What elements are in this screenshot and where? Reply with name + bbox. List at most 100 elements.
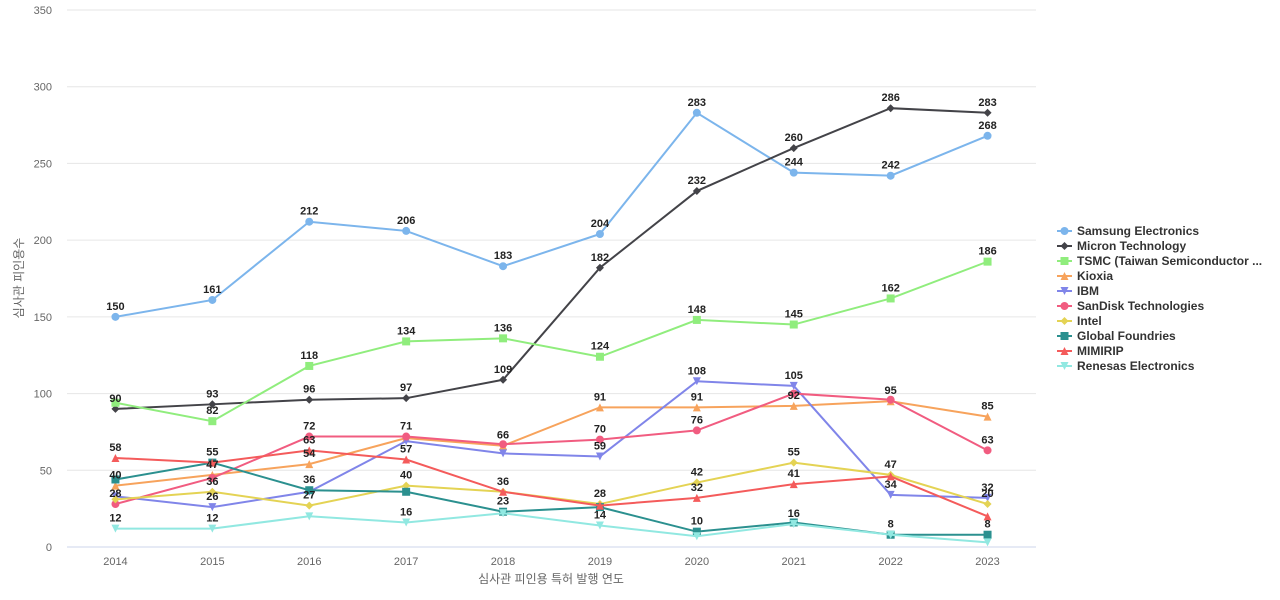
legend-item[interactable]: Micron Technology — [1057, 239, 1186, 253]
data-label: 28 — [109, 488, 121, 500]
data-label: 260 — [785, 132, 803, 144]
data-point — [111, 454, 120, 463]
legend-marker — [1060, 347, 1069, 355]
series-line — [115, 260, 988, 423]
series-line — [115, 380, 988, 509]
data-point — [789, 381, 798, 390]
legend-marker — [1060, 257, 1069, 265]
data-label: 32 — [981, 482, 993, 494]
legend-item[interactable]: Renesas Electronics — [1057, 359, 1195, 373]
legend-item[interactable]: MIMIRIP — [1057, 344, 1124, 358]
data-point — [595, 452, 604, 461]
data-label: 23 — [497, 496, 509, 508]
data-label: 34 — [885, 479, 898, 491]
data-label: 109 — [494, 364, 512, 376]
data-point — [111, 524, 120, 533]
y-tick-label: 200 — [34, 235, 52, 247]
data-point — [692, 403, 701, 412]
data-point — [595, 263, 604, 272]
legend-marker — [1060, 332, 1069, 340]
data-label: 283 — [688, 97, 706, 109]
data-point — [595, 403, 604, 412]
data-point — [789, 401, 798, 410]
data-point — [789, 320, 798, 329]
series-2 — [111, 257, 992, 426]
legend-label: TSMC (Taiwan Semiconductor ... — [1077, 254, 1262, 268]
data-point — [789, 144, 798, 153]
data-label: 42 — [691, 467, 703, 479]
data-point — [499, 334, 508, 343]
data-point — [886, 171, 895, 180]
data-point — [983, 512, 992, 521]
series-8 — [111, 446, 992, 521]
data-label: 161 — [203, 284, 221, 296]
data-label: 26 — [206, 491, 218, 503]
data-point — [789, 480, 798, 489]
data-point — [305, 395, 314, 404]
legend-label: Intel — [1077, 314, 1102, 328]
x-tick-label: 2014 — [103, 556, 127, 568]
y-tick-labels: 0 50 100 150 200 250 300 350 — [34, 5, 52, 554]
legend-label: Renesas Electronics — [1077, 359, 1195, 373]
data-label: 41 — [788, 468, 800, 480]
x-tick-label: 2015 — [200, 556, 224, 568]
legend-item[interactable]: Samsung Electronics — [1057, 224, 1199, 238]
legend-label: Global Foundries — [1077, 329, 1176, 343]
data-label: 28 — [594, 488, 606, 500]
data-label: 47 — [885, 459, 897, 471]
data-label: 76 — [691, 414, 703, 426]
data-label: 134 — [397, 325, 416, 337]
data-point — [305, 217, 314, 226]
legend-item[interactable]: Kioxia — [1057, 269, 1113, 283]
data-label: 283 — [978, 97, 996, 109]
x-axis-title: 심사관 피인용 특허 발행 연도 — [478, 571, 624, 586]
x-tick-label: 2018 — [491, 556, 515, 568]
data-point — [208, 295, 217, 304]
data-point — [789, 168, 798, 177]
legend-label: Micron Technology — [1077, 239, 1186, 253]
legend-marker — [1060, 302, 1069, 310]
data-point — [789, 458, 798, 467]
data-point — [983, 530, 992, 539]
x-tick-labels: 2014 2015 2016 2017 2018 2019 2020 2021 2022 2023 — [103, 556, 1000, 568]
y-tick-label: 100 — [34, 389, 52, 401]
data-label: 182 — [591, 252, 609, 264]
legend-item[interactable]: Global Foundries — [1057, 329, 1176, 343]
data-point — [886, 530, 895, 539]
data-point — [983, 446, 992, 455]
data-label: 58 — [109, 442, 121, 454]
data-point — [692, 493, 701, 502]
x-tick-label: 2016 — [297, 556, 321, 568]
legend-marker — [1060, 317, 1069, 325]
data-label: 108 — [688, 365, 706, 377]
data-label: 105 — [785, 370, 803, 382]
data-point — [402, 226, 411, 235]
y-tick-label: 300 — [34, 82, 52, 94]
legend-item[interactable]: TSMC (Taiwan Semiconductor ... — [1057, 254, 1262, 268]
data-label: 47 — [206, 459, 218, 471]
data-point — [111, 495, 120, 504]
data-label: 57 — [400, 444, 412, 456]
x-tick-label: 2017 — [394, 556, 418, 568]
data-point — [111, 475, 120, 484]
series-line — [115, 449, 988, 518]
legend-item[interactable]: SanDisk Technologies — [1057, 299, 1204, 313]
series-line — [115, 107, 988, 410]
data-label: 91 — [594, 391, 606, 403]
y-tick-label: 350 — [34, 5, 52, 17]
series-line — [115, 392, 989, 506]
legend-label: MIMIRIP — [1077, 344, 1124, 358]
x-tick-label: 2020 — [685, 556, 709, 568]
x-tick-label: 2019 — [588, 556, 612, 568]
data-label: 96 — [303, 384, 315, 396]
legend-marker — [1060, 287, 1069, 295]
data-point — [886, 294, 895, 303]
data-label: 71 — [400, 421, 412, 433]
data-point — [595, 230, 604, 239]
data-point — [111, 398, 120, 407]
data-point — [692, 532, 701, 541]
legend-item[interactable]: Intel — [1057, 314, 1102, 328]
legend-item[interactable]: IBM — [1057, 284, 1099, 298]
